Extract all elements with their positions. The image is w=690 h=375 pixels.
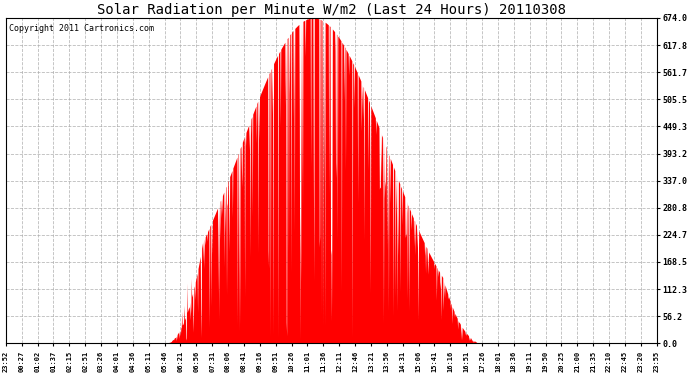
Text: Copyright 2011 Cartronics.com: Copyright 2011 Cartronics.com xyxy=(9,24,154,33)
Title: Solar Radiation per Minute W/m2 (Last 24 Hours) 20110308: Solar Radiation per Minute W/m2 (Last 24… xyxy=(97,3,566,17)
